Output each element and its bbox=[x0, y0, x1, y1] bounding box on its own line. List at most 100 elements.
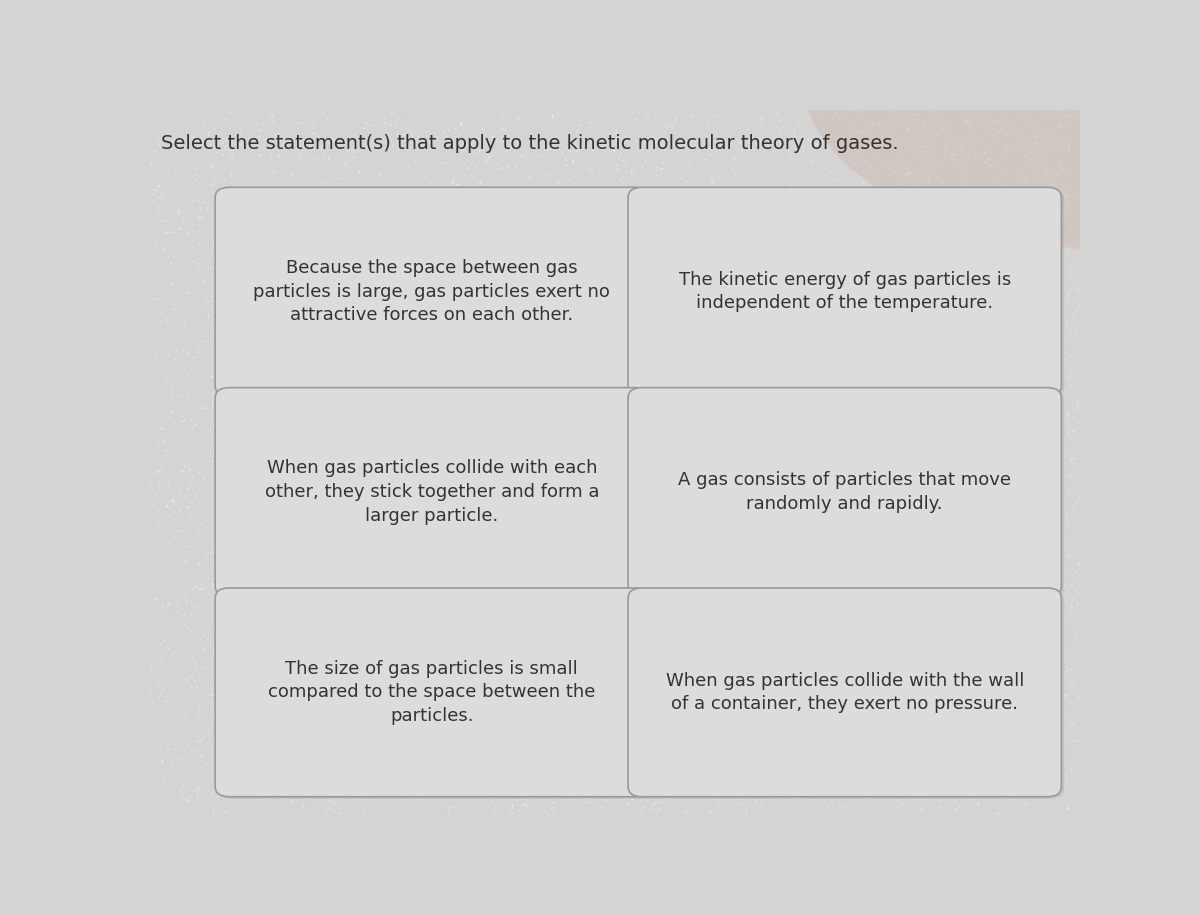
Point bbox=[744, 588, 763, 603]
Point bbox=[223, 148, 242, 163]
Point bbox=[286, 727, 305, 742]
Point bbox=[413, 261, 432, 275]
Point bbox=[746, 417, 766, 432]
Point bbox=[421, 303, 440, 318]
Point bbox=[866, 641, 886, 656]
Point bbox=[180, 580, 199, 595]
Point bbox=[643, 180, 662, 195]
Point bbox=[424, 700, 443, 715]
Point bbox=[491, 652, 510, 667]
Point bbox=[470, 716, 490, 731]
Point bbox=[296, 190, 316, 205]
Point bbox=[436, 724, 455, 738]
Point bbox=[419, 718, 438, 733]
Point bbox=[274, 252, 293, 266]
Point bbox=[307, 250, 326, 264]
Point bbox=[534, 175, 553, 189]
Point bbox=[1008, 464, 1027, 479]
Point bbox=[161, 578, 180, 593]
Point bbox=[534, 280, 553, 295]
Point bbox=[772, 485, 791, 500]
Point bbox=[1016, 199, 1036, 213]
Point bbox=[286, 501, 305, 515]
Point bbox=[884, 697, 904, 712]
Point bbox=[924, 507, 943, 522]
Point bbox=[812, 511, 832, 526]
Point bbox=[1057, 293, 1076, 307]
Point bbox=[156, 115, 175, 130]
Point bbox=[608, 222, 628, 237]
Point bbox=[223, 702, 242, 716]
Point bbox=[252, 473, 271, 488]
Point bbox=[1045, 185, 1064, 199]
Point bbox=[772, 743, 791, 758]
Point bbox=[938, 672, 958, 686]
Point bbox=[1060, 142, 1079, 156]
Point bbox=[548, 790, 568, 804]
Point bbox=[1054, 468, 1073, 482]
Point bbox=[208, 807, 227, 822]
Point bbox=[304, 708, 323, 723]
Point bbox=[599, 210, 618, 225]
Point bbox=[941, 533, 960, 547]
Point bbox=[1020, 224, 1039, 239]
Point bbox=[954, 586, 973, 600]
Point bbox=[260, 576, 280, 591]
Point bbox=[628, 266, 647, 281]
Point bbox=[829, 574, 848, 588]
Point bbox=[752, 207, 772, 221]
Point bbox=[473, 717, 492, 732]
Point bbox=[610, 607, 629, 621]
Point bbox=[222, 801, 241, 815]
Point bbox=[520, 198, 539, 212]
Point bbox=[350, 411, 370, 425]
Point bbox=[595, 505, 614, 520]
Point bbox=[748, 663, 767, 678]
Point bbox=[818, 698, 838, 713]
Point bbox=[678, 393, 697, 407]
Point bbox=[419, 202, 438, 217]
Point bbox=[652, 161, 671, 176]
Point bbox=[432, 329, 451, 344]
Point bbox=[948, 213, 967, 228]
Point bbox=[910, 367, 929, 382]
Point bbox=[481, 518, 500, 533]
Point bbox=[670, 520, 689, 534]
Point bbox=[211, 739, 230, 754]
Point bbox=[619, 647, 638, 662]
Point bbox=[530, 376, 550, 391]
Point bbox=[1003, 336, 1022, 350]
Point bbox=[334, 524, 353, 539]
Point bbox=[366, 679, 385, 694]
Point bbox=[282, 625, 301, 640]
Point bbox=[506, 192, 526, 207]
Point bbox=[212, 279, 232, 294]
Point bbox=[462, 449, 481, 464]
Point bbox=[900, 637, 919, 651]
Point bbox=[937, 179, 956, 194]
Point bbox=[748, 550, 767, 565]
Point bbox=[805, 515, 824, 530]
Point bbox=[157, 745, 176, 759]
Point bbox=[311, 263, 330, 277]
Point bbox=[307, 490, 326, 505]
Point bbox=[790, 388, 809, 403]
Point bbox=[510, 521, 529, 535]
Point bbox=[905, 260, 924, 274]
Point bbox=[814, 635, 833, 650]
Point bbox=[925, 313, 944, 328]
Point bbox=[331, 557, 350, 572]
Point bbox=[844, 432, 863, 447]
Point bbox=[217, 459, 236, 474]
Point bbox=[484, 335, 503, 350]
Point bbox=[643, 428, 662, 443]
Point bbox=[1057, 801, 1076, 815]
Point bbox=[484, 802, 503, 817]
Point bbox=[973, 802, 992, 817]
Point bbox=[806, 433, 826, 447]
Point bbox=[314, 175, 334, 189]
Point bbox=[541, 296, 560, 310]
Point bbox=[757, 326, 776, 340]
Point bbox=[413, 580, 432, 595]
Point bbox=[964, 727, 983, 741]
